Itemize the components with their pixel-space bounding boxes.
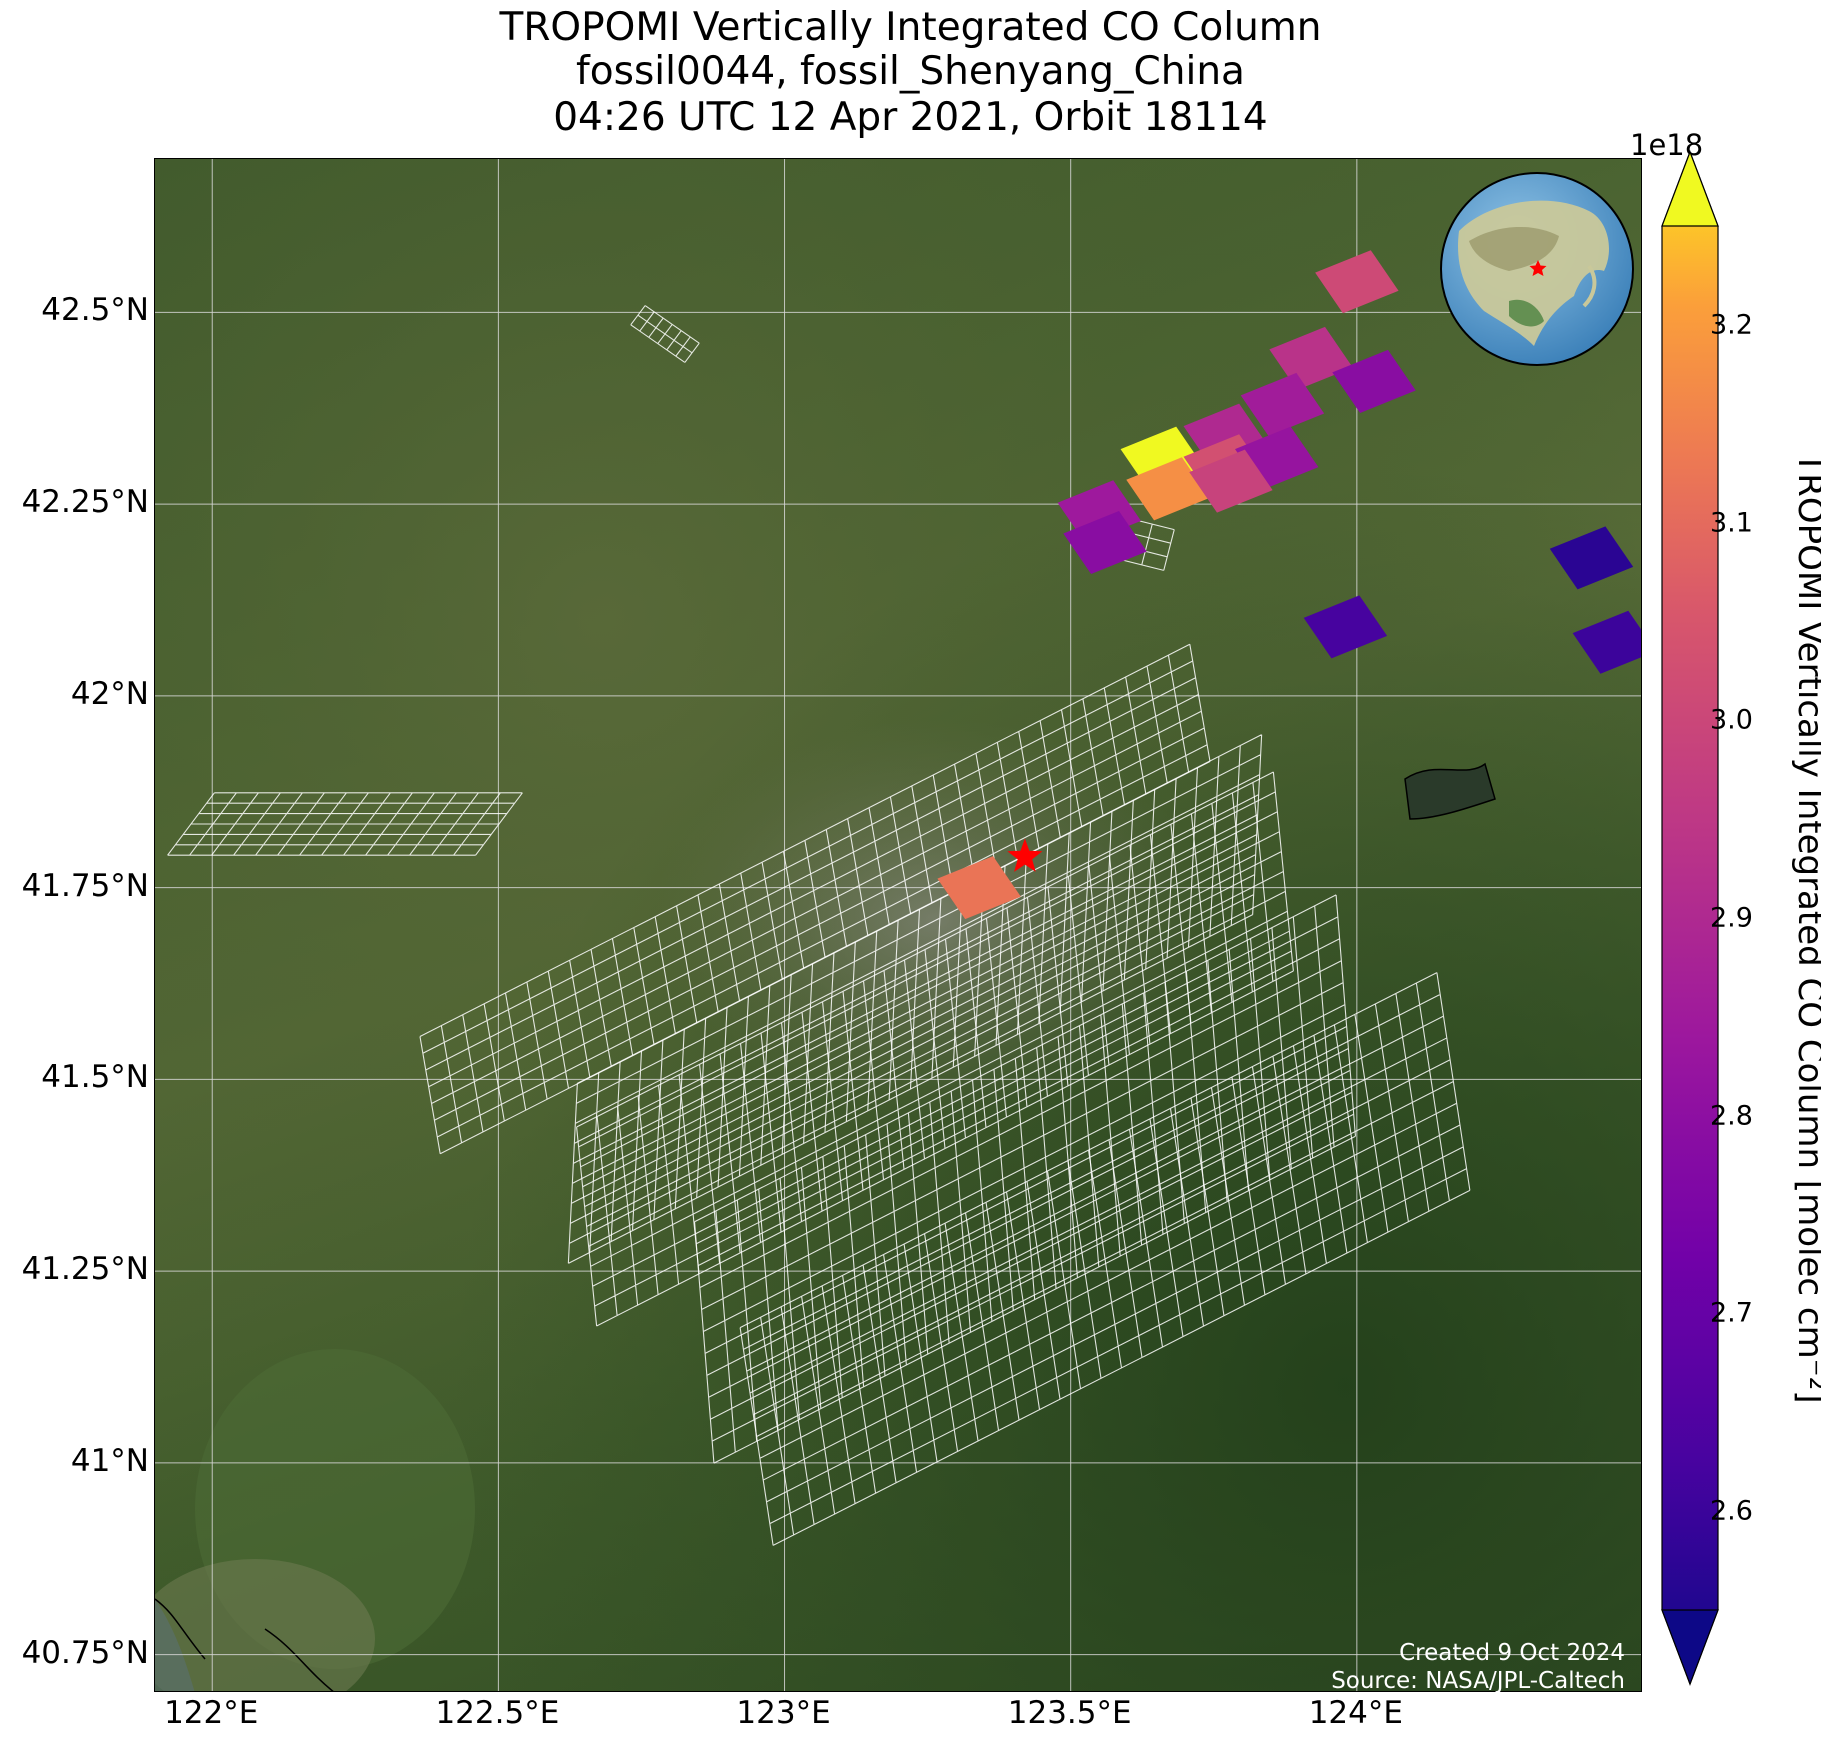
lat-tick-label: 42.25°N (21, 484, 149, 521)
inset-globe (1440, 172, 1634, 366)
colorbar-tick-label: 2.8 (1710, 1100, 1753, 1132)
credit-source: Source: NASA/JPL-Caltech (1331, 1668, 1625, 1694)
lon-tick-label: 122°E (164, 1695, 259, 1731)
co-pixel (1549, 526, 1634, 590)
title-line-1: TROPOMI Vertically Integrated CO Column (499, 5, 1322, 50)
co-pixel (1126, 457, 1210, 521)
co-pixel (1240, 372, 1325, 436)
footprint-swath (419, 643, 1211, 1155)
title-line-3: 04:26 UTC 12 Apr 2021, Orbit 18114 (553, 95, 1268, 140)
co-pixel (1303, 595, 1388, 659)
title-line-2: fossil0044, fossil_Shenyang_China (576, 49, 1245, 94)
co-pixel (1189, 449, 1273, 513)
colorbar-tick-label: 2.9 (1710, 902, 1753, 934)
co-pixel (1572, 610, 1641, 674)
basemap-imagery (155, 159, 1641, 1691)
colorbar-tick-label: 3.0 (1710, 704, 1753, 736)
credit-created: Created 9 Oct 2024 (1399, 1640, 1625, 1666)
co-pixel (1063, 510, 1147, 575)
co-pixel (937, 856, 1021, 920)
lat-tick-label: 41°N (70, 1442, 149, 1479)
co-pixel (1315, 250, 1399, 314)
footprint-swath (630, 305, 700, 363)
lon-tick-label: 124°E (1308, 1695, 1403, 1731)
colorbar-tick-label: 2.7 (1710, 1297, 1753, 1329)
lat-tick-label: 41.75°N (21, 867, 149, 904)
colorbar-tick-label: 3.2 (1710, 309, 1753, 341)
map-panel (154, 158, 1642, 1692)
footprint-swath (167, 792, 523, 856)
lat-tick-label: 41.25°N (21, 1251, 149, 1288)
lon-tick-label: 122.5°E (435, 1695, 560, 1731)
lon-tick-label: 123°E (736, 1695, 831, 1731)
lat-tick-label: 40.75°N (21, 1634, 149, 1671)
lat-tick-label: 42°N (70, 675, 149, 712)
lon-tick-label: 123.5°E (1007, 1695, 1132, 1731)
target-star-marker (1007, 838, 1043, 872)
lat-tick-label: 42.5°N (41, 292, 149, 329)
colorbar-label: TROPOMI Vertically Integrated CO Column … (1790, 452, 1821, 1404)
map-canvas (155, 159, 1641, 1691)
co-column-pixels (937, 250, 1641, 920)
colorbar-tick-label: 2.6 (1710, 1495, 1753, 1527)
colorbar (1661, 150, 1720, 1686)
footprint-swath (694, 894, 1356, 1464)
footprint-swath (739, 972, 1471, 1546)
co-pixel (1269, 326, 1353, 390)
footprint-swath (576, 771, 1294, 1327)
lat-tick-label: 41.5°N (41, 1059, 149, 1096)
co-pixel (1332, 349, 1416, 413)
colorbar-tick-label: 3.1 (1710, 507, 1753, 539)
tropomi-footprint-outlines (167, 305, 1471, 1546)
globe-location-star (1529, 260, 1547, 276)
